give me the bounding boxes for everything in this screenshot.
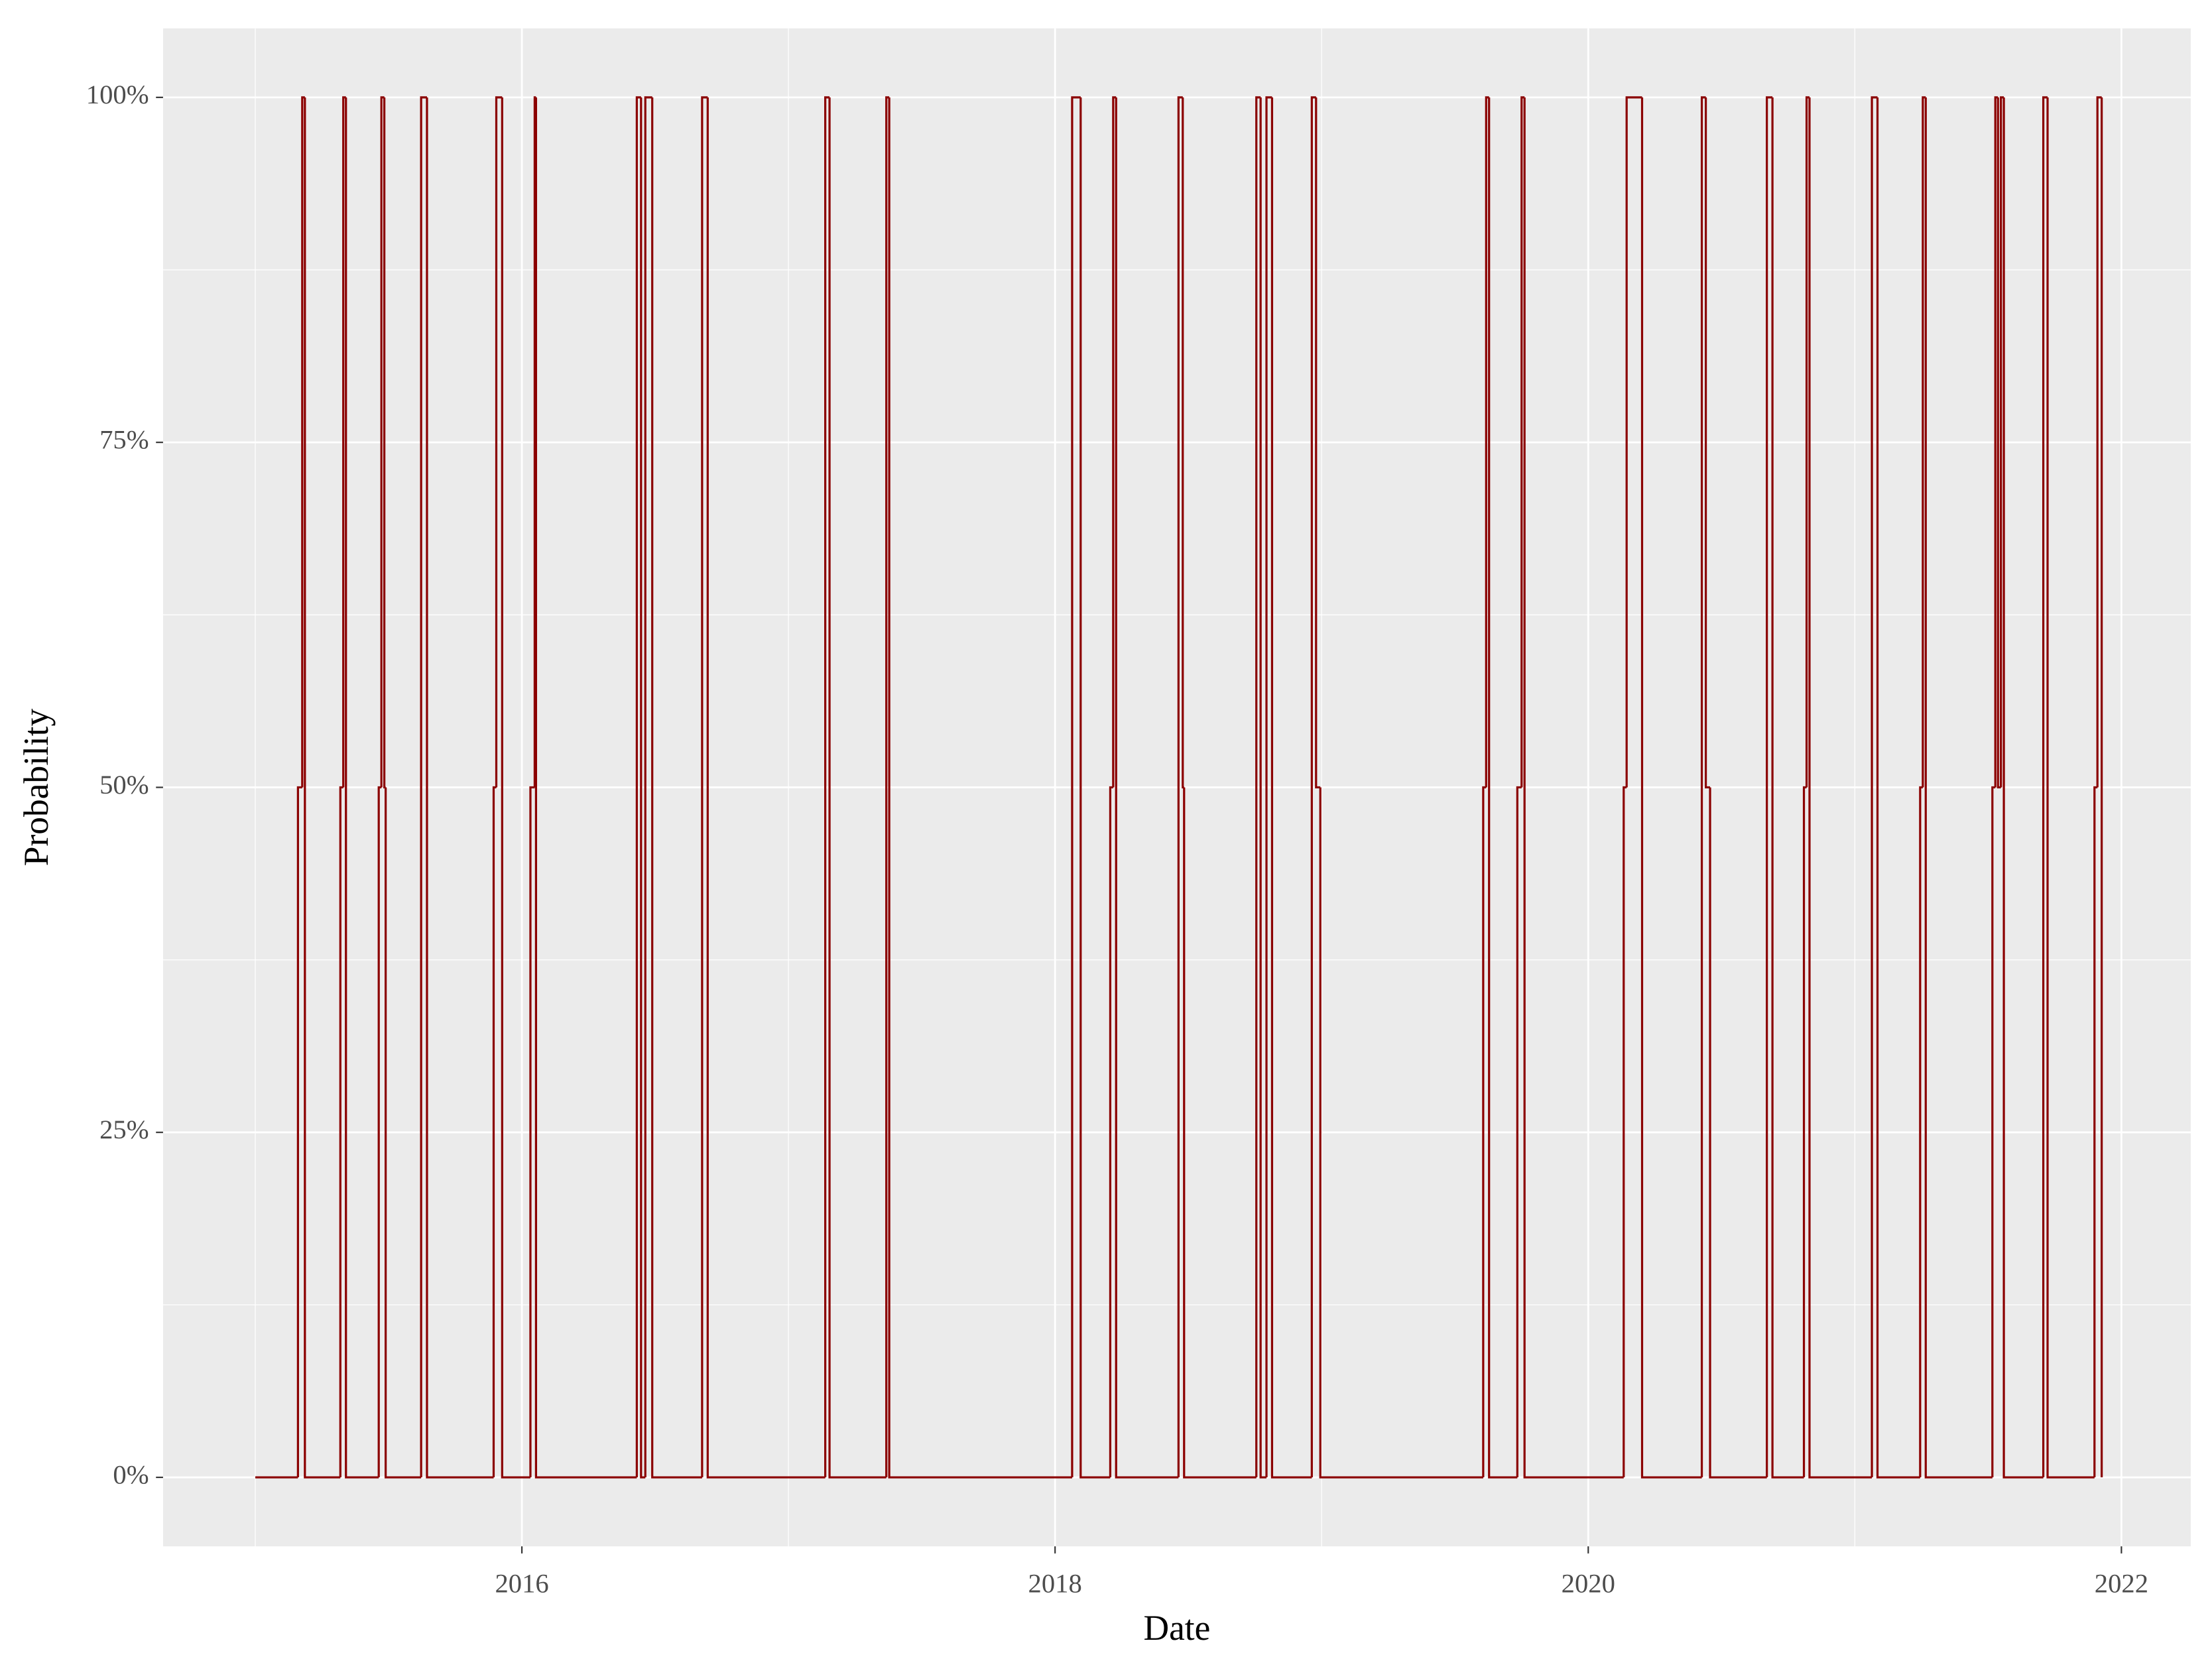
step-segment [1115,97,1179,1479]
y-tick-label: 25% [99,1115,149,1144]
step-segment [828,97,887,1479]
step-segment [1766,96,1773,1478]
x-axis-title: Date [1143,1608,1210,1648]
step-segment [1516,786,1522,1478]
x-tick-label: 2022 [2095,1568,2148,1598]
x-tick-label: 2020 [1562,1568,1615,1598]
step-segment [1924,97,1993,1479]
x-tick-label: 2018 [1028,1568,1082,1598]
step-segment [701,96,708,1478]
step-segment [345,97,379,1479]
step-segment [1177,96,1183,1478]
step-segment [1709,787,1767,1479]
y-tick-label: 50% [99,770,149,800]
x-tick-label: 2016 [495,1568,548,1598]
step-segment [651,97,702,1479]
step-segment [1265,96,1272,1478]
step-segment [1270,97,1312,1479]
step-segment [1315,97,1321,789]
step-segment [1523,97,1624,1479]
step-segment [1640,97,1702,1479]
step-segment [501,97,530,1479]
step-segment [1704,97,1711,789]
step-segment [2096,96,2102,788]
step-segment [644,96,652,1478]
step-segment [1319,787,1483,1479]
step-segment [420,96,427,1478]
step-segment [2042,96,2048,1478]
step-segment [1808,97,1873,1479]
step-segment [2002,97,2044,1479]
step-segment [1310,96,1316,1478]
step-segment [534,97,637,1479]
step-segment [1071,96,1081,1478]
y-axis-title: Probability [16,708,56,866]
y-tick-label: 75% [99,424,149,454]
step-segment [2046,97,2095,1479]
step-segment [1259,97,1267,1479]
step-segment [1871,96,1878,1478]
grid [162,28,2191,1547]
step-segment [385,787,422,1479]
step-segment [635,96,641,1478]
step-segment [1625,96,1642,788]
step-segment [1079,97,1111,1479]
y-tick-label: 0% [113,1459,149,1489]
step-segment [888,97,1072,1479]
step-segment [426,97,494,1479]
y-tick-label: 100% [86,80,149,109]
step-segment [824,96,830,1478]
series-line [255,96,2103,1479]
step-segment [495,96,503,788]
step-segment [296,786,302,1478]
step-segment [1183,787,1257,1479]
step-segment [529,786,535,1478]
step-segment [1700,96,1706,1478]
step-segment [1488,97,1518,1479]
step-segment [1876,97,1920,1479]
step-segment [1771,97,1804,1479]
step-segment [706,97,826,1479]
step-segment [304,97,341,1479]
step-segment [1255,96,1261,1478]
step-segment [640,97,646,1479]
